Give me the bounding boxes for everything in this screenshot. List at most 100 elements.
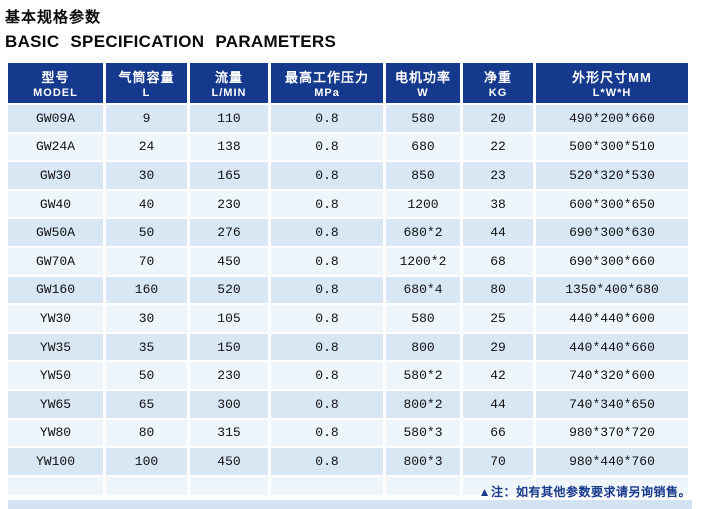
value-cell: 800 [386, 333, 460, 361]
value-cell: 580*3 [386, 419, 460, 447]
col-header-motor-power: 电机功率 W [386, 63, 460, 103]
col-header-tank-capacity-cn: 气筒容量 [118, 70, 175, 85]
value-cell: 0.8 [271, 390, 383, 418]
value-cell: 230 [190, 190, 268, 218]
table-row: YW50 50 230 0.8 580*2 42 740*320*600 [8, 362, 688, 389]
value-cell: 68 [463, 247, 533, 275]
col-header-flow-en: L/MIN [211, 87, 247, 99]
value-cell: 70 [463, 448, 533, 475]
table-header: 型号 MODEL 气筒容量 L 流量 L/MIN 最高工作压力 MPa 电机功率… [8, 63, 688, 103]
table-row: GW24A 24 138 0.8 680 22 500*300*510 [8, 133, 688, 161]
value-cell: 850 [386, 162, 460, 189]
model-cell: GW09A [8, 105, 103, 132]
table-row: GW30 30 165 0.8 850 23 520*320*530 [8, 162, 688, 189]
value-cell: 0.8 [271, 247, 383, 275]
value-cell: 80 [463, 276, 533, 304]
table-bottom-strip [8, 500, 692, 509]
value-cell: 20 [463, 105, 533, 132]
value-cell: 580*2 [386, 362, 460, 389]
value-cell: 25 [463, 305, 533, 332]
value-cell: 980*370*720 [536, 419, 688, 447]
value-cell: 29 [463, 333, 533, 361]
value-cell: 300 [190, 390, 268, 418]
value-cell: 315 [190, 419, 268, 447]
value-cell: 520*320*530 [536, 162, 688, 189]
table-body: GW09A 9 110 0.8 580 20 490*200*660 GW24A 24 138 0.… [8, 105, 688, 495]
value-cell: 66 [463, 419, 533, 447]
value-cell: 35 [106, 333, 187, 361]
value-cell: 22 [463, 133, 533, 161]
model-cell: GW160 [8, 276, 103, 304]
value-cell: 44 [463, 219, 533, 246]
empty-cell [8, 476, 103, 495]
value-cell: 690*300*630 [536, 219, 688, 246]
value-cell: 276 [190, 219, 268, 246]
empty-cell [106, 476, 187, 495]
value-cell: 0.8 [271, 448, 383, 475]
col-header-flow: 流量 L/MIN [190, 63, 268, 103]
empty-cell [190, 476, 268, 495]
value-cell: 680 [386, 133, 460, 161]
col-header-dimensions-cn: 外形尺寸MM [572, 70, 652, 85]
value-cell: 38 [463, 190, 533, 218]
value-cell: 0.8 [271, 190, 383, 218]
value-cell: 490*200*660 [536, 105, 688, 132]
value-cell: 0.8 [271, 362, 383, 389]
table-row: GW40 40 230 0.8 1200 38 600*300*650 [8, 190, 688, 218]
value-cell: 600*300*650 [536, 190, 688, 218]
value-cell: 30 [106, 162, 187, 189]
value-cell: 0.8 [271, 133, 383, 161]
col-header-dimensions: 外形尺寸MM L*W*H [536, 63, 688, 103]
value-cell: 105 [190, 305, 268, 332]
value-cell: 44 [463, 390, 533, 418]
table-empty-row [8, 476, 688, 495]
table-row: YW80 80 315 0.8 580*3 66 980*370*720 [8, 419, 688, 447]
value-cell: 9 [106, 105, 187, 132]
value-cell: 165 [190, 162, 268, 189]
table-row: GW160 160 520 0.8 680*4 80 1350*400*680 [8, 276, 688, 304]
model-cell: GW50A [8, 219, 103, 246]
value-cell: 740*320*600 [536, 362, 688, 389]
value-cell: 24 [106, 133, 187, 161]
value-cell: 520 [190, 276, 268, 304]
col-header-dimensions-en: L*W*H [592, 87, 632, 99]
table-row: GW50A 50 276 0.8 680*2 44 690*300*630 [8, 219, 688, 246]
value-cell: 580 [386, 105, 460, 132]
value-cell: 0.8 [271, 105, 383, 132]
empty-cell [463, 476, 533, 495]
value-cell: 690*300*660 [536, 247, 688, 275]
value-cell: 580 [386, 305, 460, 332]
col-header-net-weight-en: KG [488, 87, 508, 99]
page-header: 基本规格参数 BASIC SPECIFICATION PARAMETERS [5, 6, 336, 52]
value-cell: 65 [106, 390, 187, 418]
value-cell: 0.8 [271, 219, 383, 246]
col-header-max-pressure-cn: 最高工作压力 [284, 70, 369, 85]
value-cell: 50 [106, 362, 187, 389]
value-cell: 80 [106, 419, 187, 447]
col-header-net-weight-cn: 净重 [483, 70, 512, 85]
model-cell: GW24A [8, 133, 103, 161]
col-header-model: 型号 MODEL [8, 63, 103, 103]
model-cell: GW30 [8, 162, 103, 189]
col-header-tank-capacity: 气筒容量 L [106, 63, 187, 103]
value-cell: 0.8 [271, 305, 383, 332]
empty-cell [386, 476, 460, 495]
value-cell: 23 [463, 162, 533, 189]
value-cell: 800*2 [386, 390, 460, 418]
col-header-model-cn: 型号 [41, 70, 70, 85]
value-cell: 800*3 [386, 448, 460, 475]
model-cell: GW40 [8, 190, 103, 218]
model-cell: GW70A [8, 247, 103, 275]
value-cell: 500*300*510 [536, 133, 688, 161]
model-cell: YW50 [8, 362, 103, 389]
value-cell: 70 [106, 247, 187, 275]
value-cell: 440*440*660 [536, 333, 688, 361]
value-cell: 0.8 [271, 162, 383, 189]
value-cell: 138 [190, 133, 268, 161]
model-cell: YW35 [8, 333, 103, 361]
col-header-motor-power-cn: 电机功率 [394, 70, 451, 85]
col-header-max-pressure: 最高工作压力 MPa [271, 63, 383, 103]
col-header-max-pressure-en: MPa [314, 87, 340, 99]
value-cell: 42 [463, 362, 533, 389]
table-row: YW65 65 300 0.8 800*2 44 740*340*650 [8, 390, 688, 418]
